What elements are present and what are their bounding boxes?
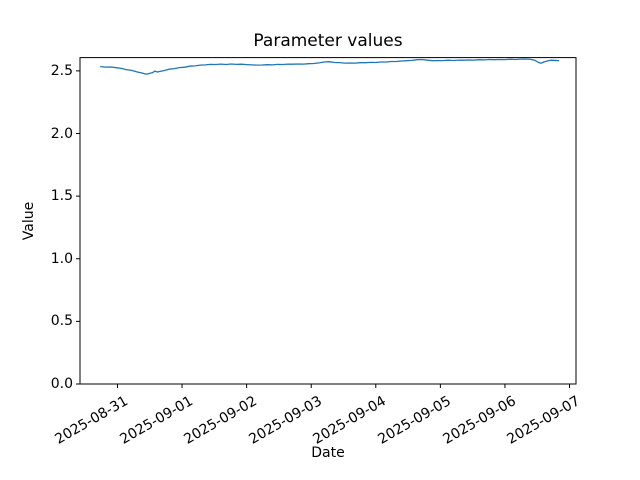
y-tick-label: 0.5 [50,313,73,330]
axes-box [79,57,577,385]
y-tick-label: 2.5 [50,62,73,79]
y-tick-label: 2.0 [50,125,73,142]
y-tick-label: 1.0 [50,250,73,267]
y-axis-label: Value [21,201,37,241]
x-axis-label: Date [311,445,345,461]
chart-title: Parameter values [253,31,403,51]
data-line-parameter [100,58,560,75]
y-tick-label: 0.0 [50,376,73,392]
y-tick-label: 1.5 [50,188,73,205]
